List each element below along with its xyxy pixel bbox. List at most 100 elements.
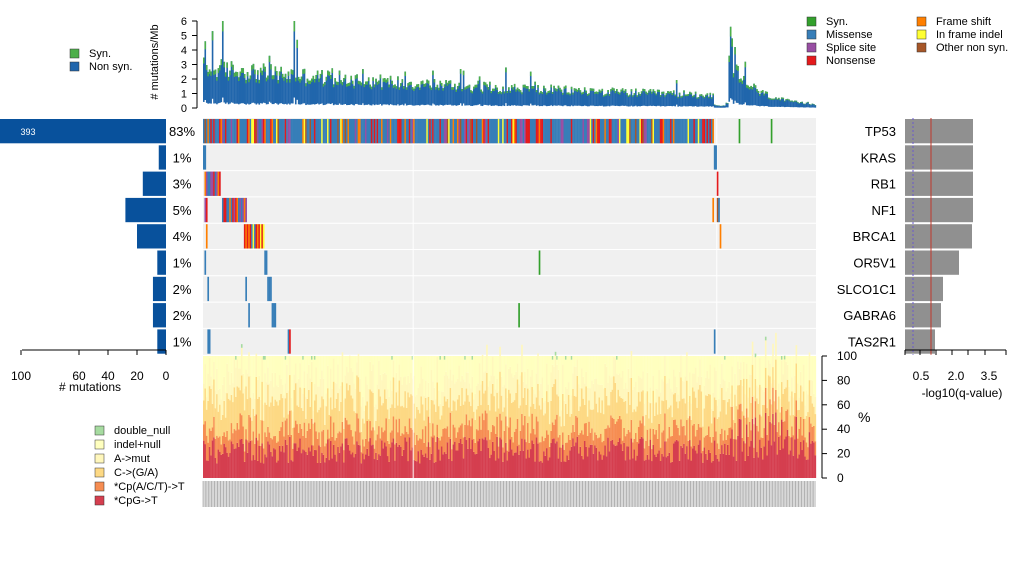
spectrum-segment	[427, 396, 430, 417]
spectrum-segment	[607, 437, 609, 478]
spectrum-segment	[725, 454, 728, 478]
spectrum-segment	[456, 450, 459, 478]
mutation-cell	[346, 119, 348, 144]
spectrum-segment	[687, 356, 690, 402]
spectrum-segment	[633, 449, 636, 478]
spectrum-segment	[338, 356, 341, 389]
spectrum-segment	[630, 419, 633, 439]
burden-bar-syn	[243, 74, 246, 79]
spectrum-segment	[729, 438, 732, 478]
mutation-cell	[394, 119, 396, 144]
spectrum-segment	[379, 438, 382, 456]
qvalue-axis: 0.5 2.0 3.5-log10(q-value)	[904, 349, 1007, 400]
burden-bar-nonsyn	[754, 85, 757, 106]
mutation-cell	[665, 119, 668, 144]
burden-bar-nonsyn	[738, 79, 741, 105]
spectrum-segment	[754, 401, 757, 418]
burden-bar-syn	[516, 87, 519, 91]
gene-count-bar	[142, 171, 166, 196]
burden-bar-syn	[275, 71, 278, 76]
burden-bar-syn	[556, 89, 558, 92]
spectrum-segment	[521, 438, 523, 478]
spectrum-segment	[716, 443, 719, 460]
mutation-cell	[493, 119, 496, 144]
spectrum-segment	[240, 415, 243, 439]
spectrum-segment	[750, 356, 752, 375]
mutation-cell	[207, 171, 210, 196]
spectrum-segment	[696, 453, 698, 478]
spectrum-segment	[744, 356, 747, 395]
spectrum-segment	[436, 436, 439, 478]
burden-bar-nonsyn	[671, 93, 674, 107]
axis-tick-label: 20	[837, 447, 851, 461]
spectrum-segment	[478, 363, 481, 391]
spectrum-segment	[754, 357, 757, 379]
spectrum-segment	[566, 388, 569, 414]
spectrum-segment	[632, 412, 634, 443]
mutation-cell	[709, 119, 712, 144]
spectrum-segment	[581, 368, 583, 389]
spectrum-segment	[474, 454, 477, 478]
spectrum-segment	[665, 457, 668, 478]
spectrum-segment	[651, 402, 653, 423]
spectrum-segment	[635, 381, 637, 412]
spectrum-segment	[621, 356, 624, 371]
spectrum-segment	[636, 391, 639, 407]
spectrum-segment	[235, 430, 237, 449]
mutation-cell	[707, 119, 710, 144]
spectrum-segment	[496, 416, 498, 437]
spectrum-segment	[731, 366, 733, 386]
burden-bar-nonsyn	[563, 86, 566, 106]
spectrum-segment	[350, 395, 353, 431]
burden-bar-syn	[351, 80, 354, 85]
spectrum-segment	[659, 413, 662, 448]
mutation-cell	[550, 119, 553, 144]
spectrum-segment	[286, 418, 288, 445]
spectrum-segment	[327, 439, 329, 478]
mutation-cell	[541, 119, 544, 144]
mutation-cell	[408, 119, 411, 144]
spectrum-segment	[226, 430, 228, 453]
mutation-cell	[524, 119, 526, 144]
mutation-cell	[500, 119, 503, 144]
spectrum-segment	[751, 396, 754, 419]
burden-bar-syn	[620, 89, 623, 92]
spectrum-segment	[404, 437, 407, 478]
spectrum-segment	[204, 444, 207, 478]
burden-bar-syn	[582, 91, 585, 94]
burden-bar-syn	[487, 87, 490, 90]
spectrum-segment	[284, 356, 287, 360]
burden-bar-syn	[343, 78, 345, 82]
spectrum-segment	[376, 356, 379, 385]
spectrum-segment	[254, 415, 256, 445]
spectrum-segment	[205, 435, 208, 461]
mutation-cell	[651, 119, 653, 144]
spectrum-segment	[490, 393, 493, 433]
mutation-cell	[239, 119, 242, 144]
mutation-cell	[630, 119, 633, 144]
burden-bar-nonsyn	[354, 75, 357, 105]
burden-bar-syn	[233, 72, 236, 78]
spectrum-segment	[351, 436, 354, 453]
spectrum-segment	[490, 375, 493, 394]
spectrum-segment	[513, 400, 516, 432]
spectrum-segment	[274, 435, 277, 450]
burden-bar-nonsyn	[424, 83, 427, 106]
spectrum-segment	[635, 411, 637, 434]
spectrum-segment	[262, 463, 265, 478]
spectrum-segment	[229, 400, 231, 440]
spectrum-segment	[458, 395, 461, 428]
burden-bar-nonsyn	[531, 86, 534, 106]
spectrum-segment	[702, 409, 704, 427]
spectrum-segment	[754, 417, 757, 478]
burden-bar-syn	[794, 100, 796, 102]
spectrum-segment	[573, 366, 576, 396]
spectrum-segment	[578, 453, 580, 478]
spectrum-segment	[221, 356, 224, 385]
mutation-cell	[280, 119, 283, 144]
mutation-cell	[608, 119, 611, 144]
spectrum-segment	[347, 372, 350, 391]
spectrum-segment	[545, 363, 548, 392]
spectrum-segment	[748, 387, 751, 422]
spectrum-segment	[725, 356, 728, 392]
